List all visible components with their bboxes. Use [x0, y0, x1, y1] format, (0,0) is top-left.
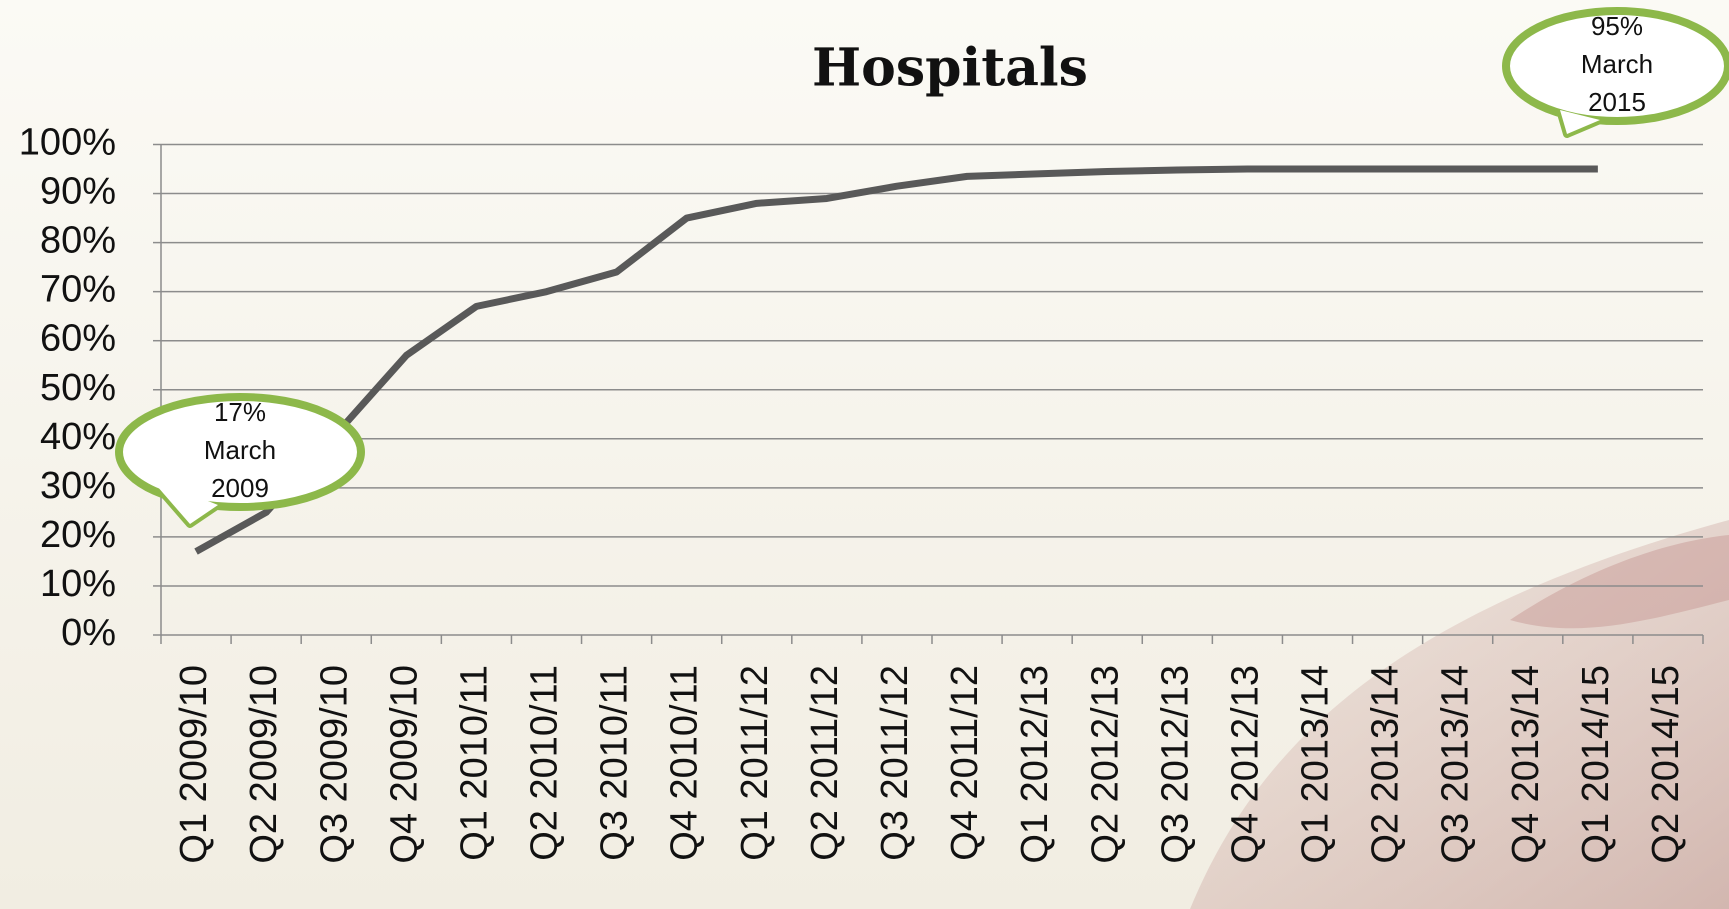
y-tick-label: 40% — [40, 416, 116, 458]
y-tick-label: 80% — [40, 220, 116, 262]
x-tick-label: Q1 2013/14 — [1295, 665, 1337, 864]
x-tick-label: Q2 2013/14 — [1365, 665, 1407, 864]
x-tick-label: Q4 2011/12 — [944, 665, 986, 861]
x-tick-label: Q2 2011/12 — [804, 665, 846, 861]
y-tick-label: 50% — [40, 367, 116, 409]
callout-text: March — [204, 435, 276, 465]
y-tick-label: 20% — [40, 514, 116, 556]
callout-bubble — [1502, 7, 1729, 125]
x-tick-label: Q4 2010/11 — [664, 665, 706, 861]
data-line — [194, 165, 1598, 555]
x-tick-label: Q4 2012/13 — [1224, 665, 1266, 864]
y-tick-label: 10% — [40, 563, 116, 605]
callout-tail-cover — [1560, 110, 1600, 134]
decor-swoosh — [1510, 535, 1729, 629]
x-tick-label: Q4 2013/14 — [1505, 665, 1547, 864]
callout-tail-cover — [150, 478, 218, 524]
callout-bubble — [115, 393, 365, 511]
x-tick-label: Q3 2011/12 — [874, 665, 916, 861]
x-tick-label: Q1 2009/10 — [173, 665, 215, 864]
x-tick-label: Q1 2011/12 — [734, 665, 776, 861]
chart-title: Hospitals — [812, 38, 1088, 99]
callout-text: March — [1581, 49, 1653, 79]
y-tick-label: 0% — [61, 612, 116, 654]
callout-text: 2015 — [1588, 87, 1646, 117]
x-tick-label: Q2 2009/10 — [243, 665, 285, 864]
callout-text: 95% — [1591, 11, 1643, 41]
x-tick-label: Q3 2012/13 — [1154, 665, 1196, 864]
callout-text: 2009 — [211, 473, 269, 503]
x-tick-label: Q1 2012/13 — [1014, 665, 1056, 864]
y-tick-label: 60% — [40, 318, 116, 360]
x-tick-label: Q3 2009/10 — [313, 665, 355, 864]
callout: 95% March 2015 — [1502, 7, 1729, 138]
y-tick-label: 90% — [40, 171, 116, 213]
x-tick-label: Q4 2009/10 — [383, 665, 425, 864]
y-tick-label: 30% — [40, 465, 116, 507]
y-tick-label: 100% — [19, 122, 116, 164]
x-tick-label: Q1 2014/15 — [1575, 665, 1617, 864]
x-tick-label: Q3 2010/11 — [594, 665, 636, 861]
x-tick-label: Q2 2012/13 — [1084, 665, 1126, 864]
callout-text: 17% — [214, 397, 266, 427]
x-tick-label: Q2 2014/15 — [1645, 665, 1687, 864]
x-tick-label: Q1 2010/11 — [453, 665, 495, 861]
y-tick-label: 70% — [40, 269, 116, 311]
x-tick-label: Q2 2010/11 — [524, 665, 566, 861]
x-tick-label: Q3 2013/14 — [1435, 665, 1477, 864]
plot-area: 0% 10% 20% 30% 40% 50% 60% 70% 80% 90% 100% Q1 2009… — [19, 7, 1729, 864]
callout: 17% March 2009 — [115, 393, 365, 528]
